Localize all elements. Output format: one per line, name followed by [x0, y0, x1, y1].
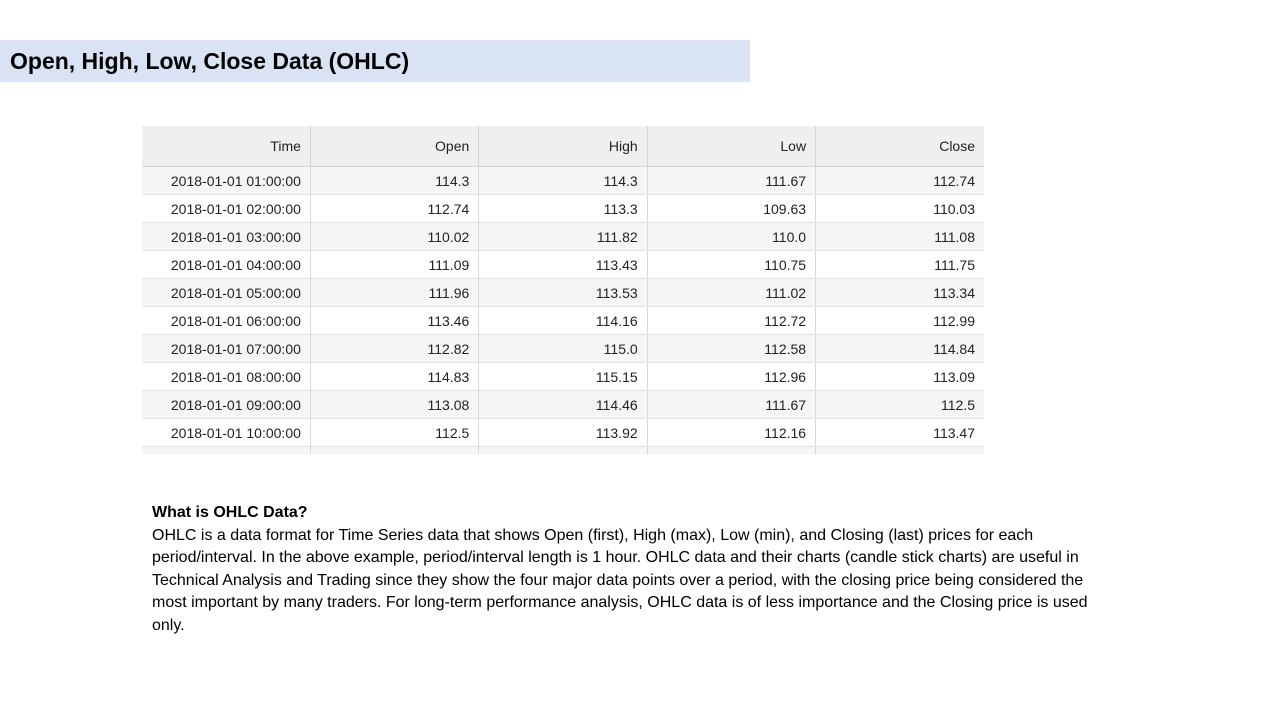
table-cell-high: 113.92 [478, 418, 648, 447]
table-row: 2018-01-01 06:00:00 113.46 114.16 112.72 112… [142, 306, 984, 335]
table-cell-time: 2018-01-01 08:00:00 [142, 362, 311, 391]
table-cell-low: 112.96 [647, 362, 817, 391]
table-cell-time: 2018-01-01 01:00:00 [142, 166, 311, 195]
table-cell-low: 109.63 [647, 194, 817, 223]
table-row: 2018-01-01 05:00:00 111.96 113.53 111.02 113… [142, 278, 984, 307]
table-cell-high: 114.16 [478, 306, 648, 335]
table-row: 2018-01-01 08:00:00 114.83 115.15 112.96 113… [142, 362, 984, 391]
table-cell-time: 2018-01-01 06:00:00 [142, 306, 311, 335]
explanation-block: What is OHLC Data? OHLC is a data format… [152, 502, 1092, 637]
table-cell-open: 110.02 [310, 222, 480, 251]
table-cell-close: 111.75 [815, 250, 984, 279]
table-row: 2018-01-01 10:00:00 112.5 113.92 112.16 113.… [142, 418, 984, 447]
table-row: 2018-01-01 09:00:00 113.08 114.46 111.67 112… [142, 390, 984, 419]
table-cell-partial [310, 446, 480, 454]
table-row: 2018-01-01 03:00:00 110.02 111.82 110.0 111.… [142, 222, 984, 251]
table-cell-low: 110.0 [647, 222, 817, 251]
table-cell-low: 110.75 [647, 250, 817, 279]
table-cell-high: 115.15 [478, 362, 648, 391]
table-cell-high: 114.3 [478, 166, 648, 195]
table-cell-open: 113.08 [310, 390, 480, 419]
explanation-heading: What is OHLC Data? [152, 504, 308, 521]
table-cell-close: 113.34 [815, 278, 984, 307]
explanation-body: OHLC is a data format for Time Series da… [152, 526, 1088, 634]
table-cell-time: 2018-01-01 03:00:00 [142, 222, 311, 251]
table-cell-close: 113.09 [815, 362, 984, 391]
table-cell-open: 112.5 [310, 418, 480, 447]
table-row: 2018-01-01 04:00:00 111.09 113.43 110.75 111… [142, 250, 984, 279]
table-cell-close: 113.47 [815, 418, 984, 447]
table-cell-time: 2018-01-01 09:00:00 [142, 390, 311, 419]
ohlc-table-image: Time Open High Low Close 2018-01-01 01:00:00… [142, 126, 984, 454]
table-cell-open: 111.09 [310, 250, 480, 279]
table-cell-close: 111.08 [815, 222, 984, 251]
table-cell-high: 115.0 [478, 334, 648, 363]
table-cell-time: 2018-01-01 04:00:00 [142, 250, 311, 279]
table-cell-low: 112.58 [647, 334, 817, 363]
table-cell-time: 2018-01-01 07:00:00 [142, 334, 311, 363]
table-row-partial [142, 446, 984, 454]
table-cell-open: 113.46 [310, 306, 480, 335]
table-cell-open: 112.74 [310, 194, 480, 223]
table-cell-close: 114.84 [815, 334, 984, 363]
column-header-open: Open [310, 126, 480, 167]
table-row: 2018-01-01 01:00:00 114.3 114.3 111.67 112.7… [142, 166, 984, 195]
table-cell-low: 111.67 [647, 390, 817, 419]
column-header-high: High [478, 126, 648, 167]
table-cell-close: 110.03 [815, 194, 984, 223]
table-cell-partial [478, 446, 648, 454]
table-cell-partial [142, 446, 311, 454]
table-cell-time: 2018-01-01 02:00:00 [142, 194, 311, 223]
table-cell-high: 114.46 [478, 390, 648, 419]
table-row: 2018-01-01 02:00:00 112.74 113.3 109.63 110.… [142, 194, 984, 223]
table-row: 2018-01-01 07:00:00 112.82 115.0 112.58 114.… [142, 334, 984, 363]
table-cell-high: 111.82 [478, 222, 648, 251]
table-cell-partial [647, 446, 817, 454]
table-cell-low: 111.02 [647, 278, 817, 307]
table-cell-high: 113.43 [478, 250, 648, 279]
table-cell-open: 111.96 [310, 278, 480, 307]
slide-title-bar: Open, High, Low, Close Data (OHLC) [0, 40, 750, 82]
table-header-row: Time Open High Low Close [142, 126, 984, 167]
table-cell-low: 111.67 [647, 166, 817, 195]
table-cell-close: 112.74 [815, 166, 984, 195]
table-cell-open: 114.83 [310, 362, 480, 391]
table-cell-close: 112.5 [815, 390, 984, 419]
table-cell-open: 112.82 [310, 334, 480, 363]
column-header-time: Time [142, 126, 311, 167]
table-cell-high: 113.53 [478, 278, 648, 307]
table-cell-open: 114.3 [310, 166, 480, 195]
table-cell-high: 113.3 [478, 194, 648, 223]
table-cell-partial [815, 446, 984, 454]
table-cell-low: 112.16 [647, 418, 817, 447]
ohlc-table: Time Open High Low Close 2018-01-01 01:00:00… [142, 126, 984, 454]
table-cell-close: 112.99 [815, 306, 984, 335]
column-header-low: Low [647, 126, 817, 167]
table-cell-time: 2018-01-01 05:00:00 [142, 278, 311, 307]
table-cell-time: 2018-01-01 10:00:00 [142, 418, 311, 447]
slide-title: Open, High, Low, Close Data (OHLC) [10, 47, 410, 74]
table-cell-low: 112.72 [647, 306, 817, 335]
column-header-close: Close [815, 126, 984, 167]
